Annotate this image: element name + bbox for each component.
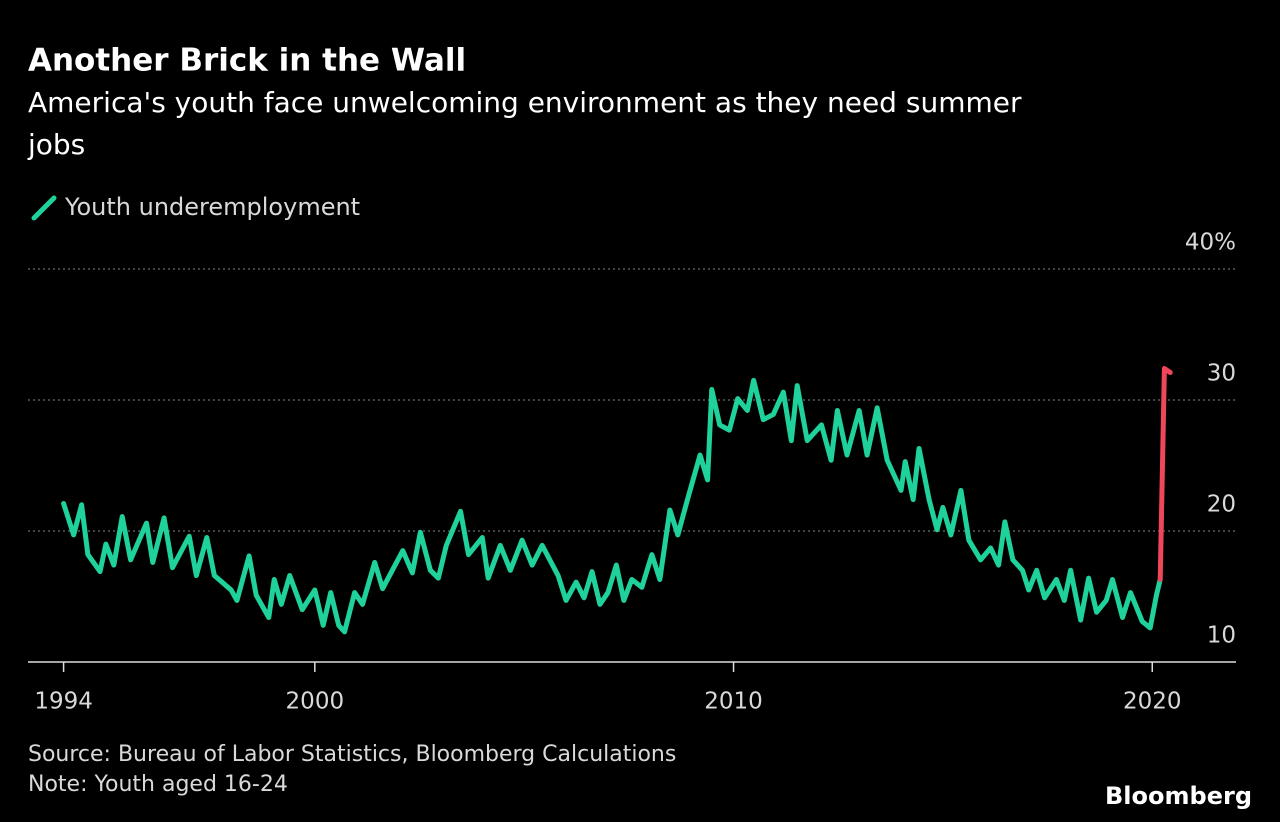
x-tick-label: 2020 [1123,689,1182,715]
line-series [1157,366,1173,582]
legend-label: Youth underemployment [64,193,360,221]
note: Note: Youth aged 16-24 [28,772,288,797]
brand: Bloomberg [1105,782,1252,810]
y-tick-label: 30 [1207,361,1236,387]
x-tick-label: 1994 [34,689,93,715]
x-tick-label: 2010 [704,689,763,715]
x-tick-label: 2000 [286,689,345,715]
source: Source: Bureau of Labor Statistics, Bloo… [28,742,676,767]
chart-subtitle: America's youth face unwelcoming environ… [28,86,1022,119]
line-series [61,377,1163,635]
chart-title: Another Brick in the Wall [28,43,466,79]
y-tick-label: 20 [1207,492,1236,518]
legend-swatch [31,195,57,221]
y-tick-label: 10 [1207,623,1236,649]
chart-subtitle: jobs [27,128,85,161]
y-tick-label: 40% [1185,230,1236,256]
